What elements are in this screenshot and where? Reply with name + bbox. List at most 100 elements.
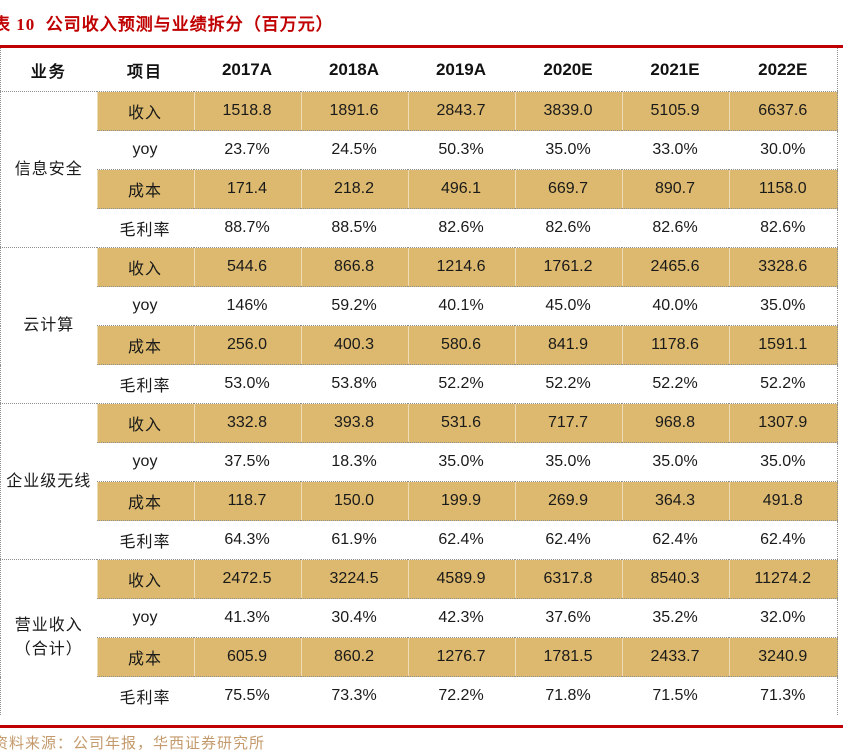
cell-value: 62.4%	[621, 520, 729, 560]
cell-value: 332.8	[193, 403, 301, 443]
cell-value: 1781.5	[514, 637, 622, 677]
table-row: 信息安全 收入 1518.8 1891.6 2843.7 3839.0 5105…	[0, 91, 838, 248]
table-row: yoy 37.5% 18.3% 35.0% 35.0% 35.0% 35.0%	[1, 442, 838, 482]
cell-value: 35.0%	[514, 442, 622, 482]
cell-value: 860.2	[300, 637, 408, 677]
cell-value: 40.0%	[621, 286, 729, 326]
header-2019a: 2019A	[435, 59, 487, 79]
table-bottom-gap	[0, 715, 843, 725]
cell-value: 82.6%	[514, 208, 622, 248]
row-label: 收入	[96, 403, 194, 443]
cell-value: 62.4%	[514, 520, 622, 560]
table-row: 云计算 收入 544.6 866.8 1214.6 1761.2 2465.6 …	[0, 247, 838, 404]
cell-value: 73.3%	[300, 676, 408, 715]
cell-value: 52.2%	[728, 364, 838, 404]
forecast-table: 业务 项目 2017A 2018A 2019A 2020E 2021E 2022…	[0, 48, 838, 715]
table-row: 毛利率 64.3% 61.9% 62.4% 62.4% 62.4% 62.4%	[1, 520, 838, 560]
cell-value: 37.6%	[514, 598, 622, 638]
cell-value: 62.4%	[407, 520, 515, 560]
cell-value: 24.5%	[300, 130, 408, 170]
header-2017a: 2017A	[221, 59, 273, 79]
cell-value: 866.8	[300, 247, 408, 287]
bottom-red-rule	[0, 725, 843, 728]
cell-value: 88.7%	[193, 208, 301, 248]
row-label: 成本	[96, 169, 194, 209]
cell-value: 52.2%	[514, 364, 622, 404]
row-label: yoy	[96, 130, 194, 170]
cell-value: 6317.8	[514, 559, 622, 599]
cell-value: 1276.7	[407, 637, 515, 677]
cell-value: 256.0	[193, 325, 301, 365]
cell-value: 1158.0	[728, 169, 838, 209]
cell-value: 37.5%	[193, 442, 301, 482]
table-row: 成本 171.4 218.2 496.1 669.7 890.7 1158.0	[1, 169, 838, 209]
cell-value: 1178.6	[621, 325, 729, 365]
cell-value: 6637.6	[728, 91, 838, 131]
source-note: 资料来源：公司年报，华西证券研究所	[0, 736, 266, 752]
row-label: 收入	[96, 247, 194, 287]
group-name-cell: 企业级无线	[0, 403, 97, 560]
cell-value: 8540.3	[621, 559, 729, 599]
cell-value: 1891.6	[300, 91, 408, 131]
row-label: yoy	[96, 286, 194, 326]
cell-value: 52.2%	[621, 364, 729, 404]
cell-value: 269.9	[514, 481, 622, 521]
row-label: 成本	[96, 637, 194, 677]
cell-value: 71.8%	[514, 676, 622, 715]
row-label: 毛利率	[96, 364, 194, 404]
cell-value: 53.0%	[193, 364, 301, 404]
group-name-cell: 云计算	[0, 247, 97, 404]
cell-value: 62.4%	[728, 520, 838, 560]
cell-value: 3224.5	[300, 559, 408, 599]
row-label: 成本	[96, 325, 194, 365]
group-name-cell: 营业收入 （合计）	[0, 559, 97, 715]
cell-value: 1761.2	[514, 247, 622, 287]
cell-value: 400.3	[300, 325, 408, 365]
cell-value: 841.9	[514, 325, 622, 365]
cell-value: 171.4	[193, 169, 301, 209]
header-2020e: 2020E	[543, 59, 593, 79]
cell-value: 30.0%	[728, 130, 838, 170]
cell-value: 42.3%	[407, 598, 515, 638]
cell-value: 1591.1	[728, 325, 838, 365]
cell-value: 150.0	[300, 481, 408, 521]
header-item: 项目	[126, 63, 163, 81]
cell-value: 2433.7	[621, 637, 729, 677]
table-row: 营业收入 （合计） 收入 2472.5 3224.5 4589.9 6317.8…	[0, 559, 838, 715]
row-label: 毛利率	[96, 208, 194, 248]
cell-value: 50.3%	[407, 130, 515, 170]
header-2018a: 2018A	[328, 59, 380, 79]
row-label: yoy	[96, 598, 194, 638]
cell-value: 11274.2	[728, 559, 838, 599]
cell-value: 41.3%	[193, 598, 301, 638]
group-name-cell: 信息安全	[0, 91, 97, 248]
cell-value: 35.0%	[407, 442, 515, 482]
table-row: 毛利率 53.0% 53.8% 52.2% 52.2% 52.2% 52.2%	[1, 364, 838, 404]
cell-value: 2465.6	[621, 247, 729, 287]
header-row: 业务 项目 2017A 2018A 2019A 2020E 2021E 2022…	[1, 48, 838, 92]
cell-value: 2843.7	[407, 91, 515, 131]
table-row: yoy 41.3% 30.4% 42.3% 37.6% 35.2% 32.0%	[1, 598, 838, 638]
cell-value: 32.0%	[728, 598, 838, 638]
cell-value: 33.0%	[621, 130, 729, 170]
row-label: 毛利率	[96, 676, 194, 715]
cell-value: 59.2%	[300, 286, 408, 326]
row-label: 成本	[96, 481, 194, 521]
header-business: 业务	[30, 63, 67, 81]
cell-value: 669.7	[514, 169, 622, 209]
forecast-table-container: 业务 项目 2017A 2018A 2019A 2020E 2021E 2022…	[0, 45, 843, 753]
row-label: 收入	[96, 91, 194, 131]
cell-value: 23.7%	[193, 130, 301, 170]
cell-value: 52.2%	[407, 364, 515, 404]
cell-value: 75.5%	[193, 676, 301, 715]
row-label: yoy	[96, 442, 194, 482]
cell-value: 30.4%	[300, 598, 408, 638]
cell-value: 3328.6	[728, 247, 838, 287]
cell-value: 491.8	[728, 481, 838, 521]
cell-value: 61.9%	[300, 520, 408, 560]
cell-value: 717.7	[514, 403, 622, 443]
table-row: 成本 256.0 400.3 580.6 841.9 1178.6 1591.1	[1, 325, 838, 365]
cell-value: 71.3%	[728, 676, 838, 715]
cell-value: 2472.5	[193, 559, 301, 599]
header-2022e: 2022E	[758, 59, 808, 79]
